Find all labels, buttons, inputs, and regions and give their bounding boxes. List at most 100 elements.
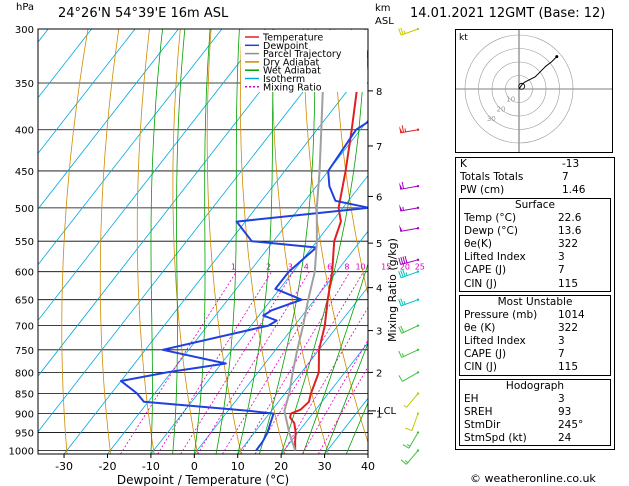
pressure-tick-label: 850 xyxy=(15,390,34,401)
barb-shaft xyxy=(401,325,419,334)
most-unstable-row: θe (K) 322 xyxy=(460,322,610,335)
legend-entry: Parcel Trajectory xyxy=(263,49,342,60)
barb-half-feather xyxy=(403,30,406,34)
barb-feather xyxy=(398,326,403,334)
hodo-ring-label: 10 xyxy=(506,96,515,104)
wet-adiabat-line xyxy=(324,342,368,454)
location-title: 24°26'N 54°39'E 16m ASL xyxy=(58,6,229,21)
wind-barb xyxy=(399,204,420,212)
mixing-ratio-line xyxy=(120,271,237,454)
wind-barb xyxy=(403,392,420,408)
x-tick-label: 30 xyxy=(318,460,332,473)
stat-label: Temp (°C) xyxy=(464,211,517,224)
dry-adiabat-line xyxy=(99,29,120,454)
wind-barbs xyxy=(398,27,420,465)
mixing-ratio-line xyxy=(197,271,310,454)
barb-feather xyxy=(398,350,403,358)
copyright-footer: © weatheronline.co.uk xyxy=(470,472,596,485)
isotherm-line xyxy=(237,286,368,454)
stat-value: 24 xyxy=(558,432,572,445)
barb-base xyxy=(416,431,420,434)
lcl-label: LCL xyxy=(378,406,397,417)
wind-barb xyxy=(398,348,420,358)
pressure-tick-label: 350 xyxy=(15,79,34,90)
barb-pennant xyxy=(399,182,403,190)
hodo-stats-row: SREH 93 xyxy=(460,406,610,419)
pressure-tick-label: 700 xyxy=(15,322,34,333)
barb-half-feather xyxy=(405,272,408,276)
barb-base xyxy=(416,227,420,230)
barb-half-feather xyxy=(402,206,404,211)
x-tick-label: -10 xyxy=(142,460,160,473)
dry-adiabat-line xyxy=(61,29,89,454)
mixing-ratio-line xyxy=(302,339,368,454)
stat-label: EH xyxy=(464,392,479,405)
isotherm-line xyxy=(38,29,266,322)
hodo-ring xyxy=(491,61,547,117)
barb-feather xyxy=(400,298,404,306)
stat-label: Lifted Index xyxy=(464,251,526,264)
surface-row: Temp (°C) 22.6 xyxy=(460,212,610,225)
y-axis-label: Mixing Ratio (g/kg) xyxy=(386,238,399,342)
surface-row: CIN (J) 115 xyxy=(460,278,610,291)
barb-feather xyxy=(405,427,413,432)
pressure-tick-label: 950 xyxy=(15,429,34,440)
hodo-ring xyxy=(478,48,560,130)
barb-feather xyxy=(402,269,406,277)
hodo-stats-row: StmSpd (kt) 24 xyxy=(460,432,610,445)
barb-half-feather xyxy=(403,300,406,305)
asl-label: ASL xyxy=(375,16,394,27)
km-label: km xyxy=(375,3,391,14)
barb-feather xyxy=(401,125,404,133)
k-index-row: K -13 xyxy=(456,158,614,171)
most-unstable-row: CIN (J) 115 xyxy=(460,361,610,374)
wind-barb xyxy=(398,298,420,307)
stat-label: StmSpd (kt) xyxy=(464,432,527,445)
pressure-tick-label: 1000 xyxy=(9,447,34,458)
x-axis-label: Dewpoint / Temperature (°C) xyxy=(117,473,289,486)
pressure-unit-label: hPa xyxy=(16,2,35,13)
storm-motion-marker xyxy=(518,82,526,90)
barb-feather xyxy=(398,299,402,307)
isotherm-line xyxy=(107,119,368,454)
stat-label: CIN (J) xyxy=(464,277,497,290)
barb-base xyxy=(416,128,420,131)
barb-pennant xyxy=(399,224,403,232)
x-tick-label: 0 xyxy=(191,460,198,473)
hodograph-stats-title: Hodograph xyxy=(505,379,565,392)
legend-box xyxy=(241,30,367,92)
wind-barb xyxy=(405,412,420,432)
pressure-tick-label: 400 xyxy=(15,126,34,137)
isotherm-line xyxy=(38,29,310,377)
legend-entry: Dewpoint xyxy=(263,41,308,52)
hodo-stats-row: EH 3 xyxy=(460,393,610,406)
pressure-tick-label: 550 xyxy=(15,237,34,248)
stat-value: 1014 xyxy=(558,308,585,321)
barb-half-feather xyxy=(406,444,411,447)
wind-barb xyxy=(400,449,420,465)
km-tick-label: 6 xyxy=(376,192,382,203)
barb-shaft xyxy=(402,371,419,382)
stat-label: SREH xyxy=(464,405,493,418)
surface-row: CAPE (J) 7 xyxy=(460,264,610,277)
hodo-ring xyxy=(505,75,533,103)
most-unstable-row: CAPE (J) 7 xyxy=(460,348,610,361)
isotherm-line xyxy=(38,29,136,155)
wet-adiabat-line xyxy=(302,262,368,454)
x-tick-label: 20 xyxy=(274,460,288,473)
barb-base xyxy=(416,449,420,452)
isotherm-line xyxy=(280,342,368,454)
profile-series xyxy=(120,29,368,452)
most-unstable-title: Most Unstable xyxy=(497,295,573,308)
stat-value: 115 xyxy=(558,277,579,290)
mixing-ratio-label: 2 xyxy=(266,263,271,272)
stat-value: 13.6 xyxy=(558,224,582,237)
km-tick-label: 7 xyxy=(376,142,382,153)
surface-section: Surface Temp (°C) 22.6 Dewp (°C) 13.6 θe(K) 3… xyxy=(459,197,611,292)
datetime-title: 14.01.2021 12GMT (Base: 12) xyxy=(410,6,606,21)
stat-value: 93 xyxy=(558,405,572,418)
km-asl-label: km ASL xyxy=(375,2,394,28)
mixing-ratio-line xyxy=(157,271,272,454)
